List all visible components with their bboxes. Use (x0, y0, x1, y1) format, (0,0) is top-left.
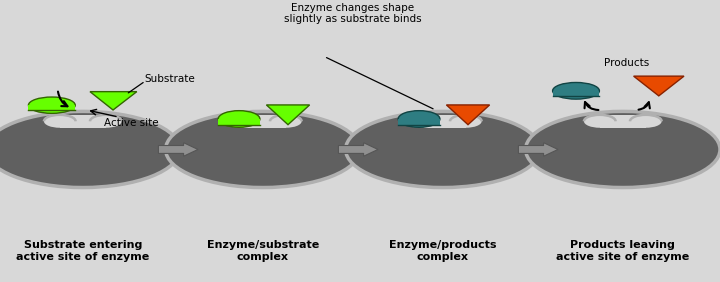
Ellipse shape (224, 115, 256, 128)
FancyArrow shape (338, 143, 378, 156)
Ellipse shape (450, 115, 482, 128)
Ellipse shape (404, 115, 436, 128)
Ellipse shape (584, 115, 616, 128)
Bar (600, 115, 646, 128)
Text: Products leaving
active site of enzyme: Products leaving active site of enzyme (556, 240, 690, 262)
Bar (218, 119, 260, 125)
Bar (553, 91, 599, 96)
Text: Enzyme/substrate
complex: Enzyme/substrate complex (207, 240, 319, 262)
Bar (398, 119, 440, 125)
Polygon shape (446, 105, 490, 125)
Bar (420, 115, 466, 128)
Ellipse shape (398, 111, 440, 127)
Text: Substrate: Substrate (144, 74, 194, 84)
Text: Active site: Active site (104, 118, 159, 128)
Ellipse shape (270, 115, 302, 128)
Ellipse shape (90, 115, 122, 128)
Circle shape (0, 111, 180, 188)
Circle shape (346, 111, 540, 188)
Ellipse shape (29, 97, 76, 113)
Text: Enzyme changes shape
slightly as substrate binds: Enzyme changes shape slightly as substra… (284, 3, 422, 25)
Circle shape (526, 111, 720, 188)
Text: Substrate entering
active site of enzyme: Substrate entering active site of enzyme (16, 240, 150, 262)
Bar (60, 115, 106, 128)
Ellipse shape (630, 115, 662, 128)
Circle shape (166, 111, 360, 188)
Polygon shape (90, 92, 137, 110)
Bar (240, 115, 286, 128)
Polygon shape (266, 105, 310, 125)
Polygon shape (634, 76, 684, 96)
Ellipse shape (218, 111, 260, 127)
Ellipse shape (44, 115, 76, 128)
Ellipse shape (553, 82, 600, 99)
FancyArrow shape (518, 143, 558, 156)
FancyArrow shape (158, 143, 198, 156)
Bar (29, 105, 76, 110)
Text: Enzyme/products
complex: Enzyme/products complex (389, 240, 497, 262)
Text: Products: Products (604, 58, 649, 68)
